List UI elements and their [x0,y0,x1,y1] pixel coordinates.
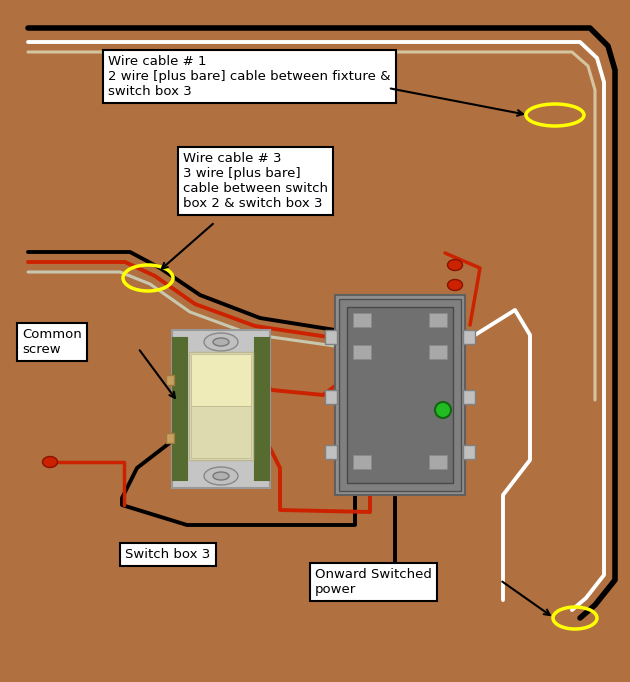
Bar [335,295,465,495]
Bar [429,345,447,359]
Bar [353,345,371,359]
Bar [325,445,337,459]
Ellipse shape [42,456,57,467]
Text: Common
screw: Common screw [22,328,82,356]
Bar [429,313,447,327]
Bar [189,352,253,460]
Bar [255,338,269,480]
Bar [463,390,475,404]
Ellipse shape [204,333,238,351]
Bar [191,406,251,458]
Bar [173,338,187,480]
Bar [325,390,337,404]
Bar [353,455,371,469]
Bar [429,455,447,469]
Bar [166,375,174,385]
Bar [166,433,174,443]
Bar [463,330,475,344]
Bar [172,330,270,488]
Ellipse shape [204,467,238,485]
Bar [339,299,461,491]
Ellipse shape [447,280,462,291]
Bar [347,307,453,483]
Text: Switch box 3: Switch box 3 [125,548,210,561]
Ellipse shape [435,402,451,418]
Bar [325,330,337,344]
Bar [191,354,251,406]
Bar [353,313,371,327]
Ellipse shape [447,259,462,271]
Text: Wire cable # 3
3 wire [plus bare]
cable between switch
box 2 & switch box 3: Wire cable # 3 3 wire [plus bare] cable … [183,152,328,210]
Text: Onward Switched
power: Onward Switched power [315,568,432,596]
Ellipse shape [213,472,229,480]
Text: Wire cable # 1
2 wire [plus bare] cable between fixture &
switch box 3: Wire cable # 1 2 wire [plus bare] cable … [108,55,391,98]
Bar [463,445,475,459]
Ellipse shape [213,338,229,346]
